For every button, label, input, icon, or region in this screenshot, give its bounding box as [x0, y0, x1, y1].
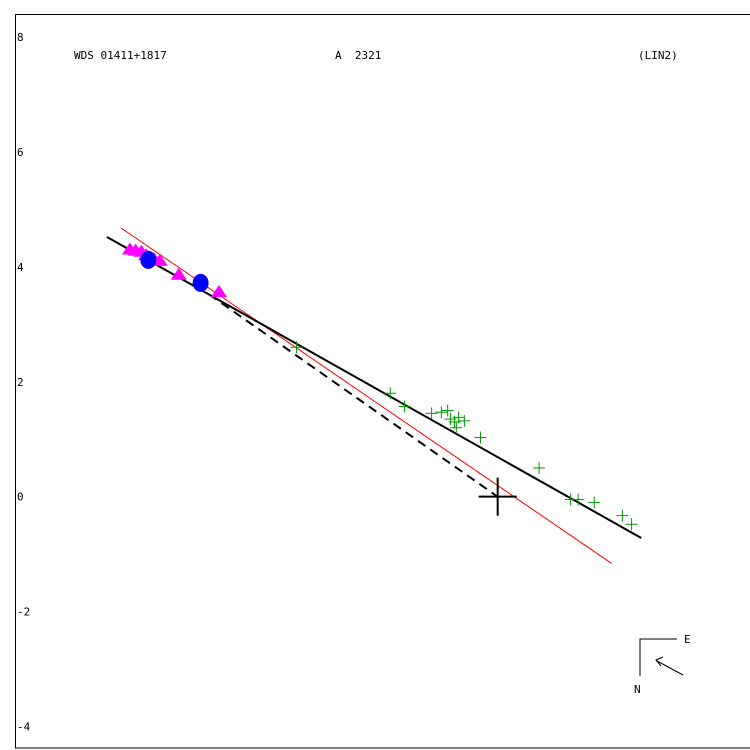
- y-tick-label: 2: [17, 376, 24, 389]
- plus-mark: [474, 431, 487, 444]
- dashed-connector-line: [208, 293, 499, 498]
- plus-mark: [425, 407, 438, 420]
- plus-mark: [290, 341, 303, 354]
- plus-mark: [572, 493, 585, 506]
- compass: E N: [634, 633, 691, 696]
- plus-mark: [441, 404, 454, 417]
- compass-north-label: N: [634, 683, 641, 696]
- plus-mark: [435, 406, 448, 419]
- motion-arrow-icon: [656, 660, 684, 676]
- motion-arrowhead-icon: [655, 656, 664, 667]
- y-tick-label: -2: [17, 606, 30, 619]
- plus-mark: [450, 421, 463, 434]
- linear-fit-line: [106, 236, 642, 539]
- y-tick-label: -4: [17, 721, 31, 734]
- plus-mark: [588, 496, 601, 509]
- wds-label: WDS 01411+1817: [74, 49, 167, 62]
- plus-mark: [616, 509, 629, 522]
- plus-mark: [458, 414, 471, 427]
- code-label: (LIN2): [638, 49, 678, 62]
- compass-axes: [639, 638, 677, 676]
- plus-mark: [384, 387, 397, 400]
- designation-label: A 2321: [335, 49, 381, 62]
- plus-mark: [452, 411, 465, 424]
- circle-mark: [192, 273, 209, 292]
- circle-mark: [140, 250, 157, 269]
- y-tick-label: 6: [17, 146, 24, 159]
- plus-mark: [625, 518, 638, 531]
- observation-marks: [121, 242, 638, 531]
- plus-mark: [533, 461, 546, 474]
- primary-star-cross: [478, 477, 517, 516]
- triangle-mark: [210, 284, 227, 297]
- triangle-mark: [170, 267, 187, 280]
- y-tick-label: 0: [17, 491, 24, 504]
- plus-mark: [398, 400, 411, 413]
- plot-frame: [15, 14, 750, 749]
- orbit-lines: [106, 227, 642, 564]
- y-tick-label: 8: [17, 31, 24, 44]
- y-tick-label: 4: [17, 261, 24, 274]
- y-axis: 8 6 4 2 0 -2 -4: [17, 31, 31, 734]
- compass-east-label: E: [684, 633, 691, 646]
